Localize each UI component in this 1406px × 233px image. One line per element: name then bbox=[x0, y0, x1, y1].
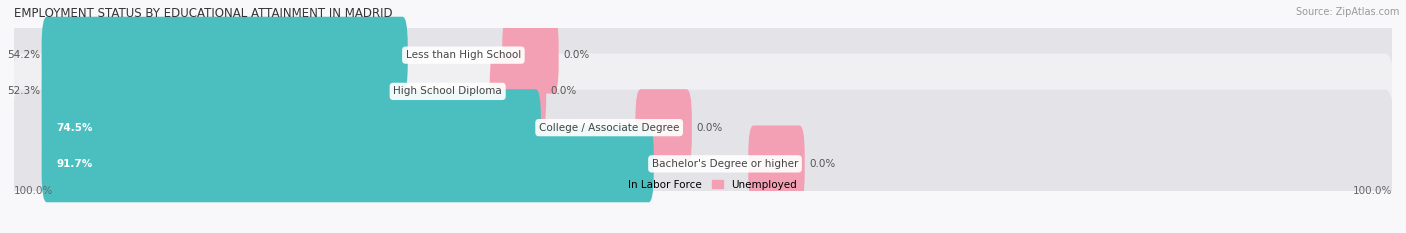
Text: High School Diploma: High School Diploma bbox=[394, 86, 502, 96]
Text: 54.2%: 54.2% bbox=[7, 50, 41, 60]
FancyBboxPatch shape bbox=[11, 0, 1395, 129]
Text: 0.0%: 0.0% bbox=[810, 159, 835, 169]
FancyBboxPatch shape bbox=[636, 89, 692, 166]
FancyBboxPatch shape bbox=[42, 89, 541, 166]
Legend: In Labor Force, Unemployed: In Labor Force, Unemployed bbox=[605, 176, 801, 194]
Text: 100.0%: 100.0% bbox=[1353, 186, 1392, 196]
Text: 74.5%: 74.5% bbox=[56, 123, 93, 133]
Text: Bachelor's Degree or higher: Bachelor's Degree or higher bbox=[652, 159, 799, 169]
FancyBboxPatch shape bbox=[11, 17, 1395, 165]
Text: College / Associate Degree: College / Associate Degree bbox=[538, 123, 679, 133]
FancyBboxPatch shape bbox=[748, 125, 804, 202]
Text: 91.7%: 91.7% bbox=[56, 159, 93, 169]
Text: 0.0%: 0.0% bbox=[564, 50, 589, 60]
FancyBboxPatch shape bbox=[11, 54, 1395, 202]
Text: Source: ZipAtlas.com: Source: ZipAtlas.com bbox=[1295, 7, 1399, 17]
FancyBboxPatch shape bbox=[489, 53, 546, 130]
Text: 0.0%: 0.0% bbox=[696, 123, 723, 133]
FancyBboxPatch shape bbox=[502, 17, 558, 94]
FancyBboxPatch shape bbox=[11, 90, 1395, 233]
Text: Less than High School: Less than High School bbox=[406, 50, 522, 60]
Text: EMPLOYMENT STATUS BY EDUCATIONAL ATTAINMENT IN MADRID: EMPLOYMENT STATUS BY EDUCATIONAL ATTAINM… bbox=[14, 7, 392, 20]
Text: 52.3%: 52.3% bbox=[7, 86, 41, 96]
FancyBboxPatch shape bbox=[42, 125, 654, 202]
Text: 0.0%: 0.0% bbox=[551, 86, 576, 96]
FancyBboxPatch shape bbox=[42, 17, 408, 94]
Text: 100.0%: 100.0% bbox=[14, 186, 53, 196]
FancyBboxPatch shape bbox=[42, 53, 395, 130]
